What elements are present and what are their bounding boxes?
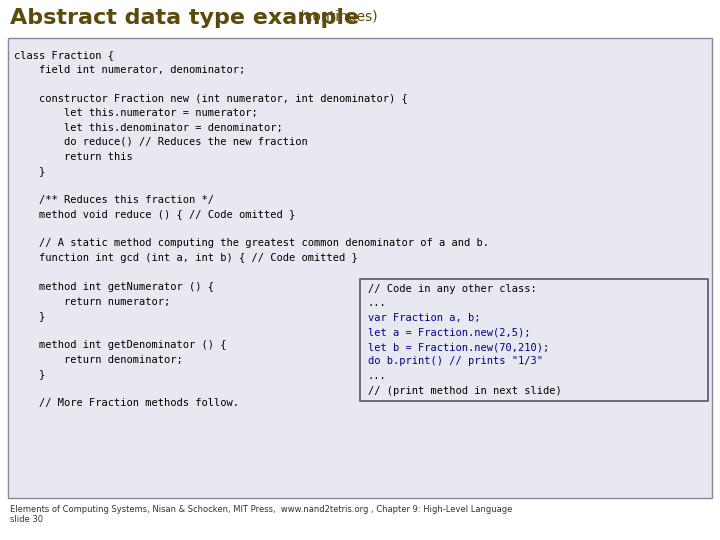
Text: }: } [14, 311, 45, 321]
Text: let this.denominator = denominator;: let this.denominator = denominator; [14, 123, 283, 132]
Text: constructor Fraction new (int numerator, int denominator) {: constructor Fraction new (int numerator,… [14, 93, 408, 104]
Text: var Fraction a, b;: var Fraction a, b; [368, 313, 480, 323]
Text: class Fraction {: class Fraction { [14, 50, 114, 60]
Bar [8, 38, 712, 498]
Text: }: } [14, 166, 45, 176]
Text: (continues): (continues) [295, 10, 377, 24]
Text: do reduce() // Reduces the new fraction: do reduce() // Reduces the new fraction [14, 137, 307, 147]
Text: }: } [14, 369, 45, 379]
Bar [360, 279, 708, 401]
Text: Abstract data type example: Abstract data type example [10, 8, 359, 28]
Text: return denominator;: return denominator; [14, 354, 183, 364]
Text: let b = Fraction.new(70,210);: let b = Fraction.new(70,210); [368, 342, 549, 352]
Text: return this: return this [14, 152, 132, 161]
Text: method int getDenominator () {: method int getDenominator () { [14, 340, 227, 350]
Text: // More Fraction methods follow.: // More Fraction methods follow. [14, 398, 239, 408]
Text: method void reduce () { // Code omitted }: method void reduce () { // Code omitted … [14, 210, 295, 219]
Text: ...: ... [368, 299, 387, 308]
Text: return numerator;: return numerator; [14, 296, 170, 307]
Text: Elements of Computing Systems, Nisan & Schocken, MIT Press,  www.nand2tetris.org: Elements of Computing Systems, Nisan & S… [10, 505, 513, 514]
Text: let this.numerator = numerator;: let this.numerator = numerator; [14, 108, 258, 118]
Text: ...: ... [368, 371, 387, 381]
Text: // A static method computing the greatest common denominator of a and b.: // A static method computing the greates… [14, 239, 489, 248]
Text: do b.print() // prints "1/3": do b.print() // prints "1/3" [368, 356, 543, 367]
Text: field int numerator, denominator;: field int numerator, denominator; [14, 64, 246, 75]
Text: method int getNumerator () {: method int getNumerator () { [14, 282, 214, 292]
Text: /** Reduces this fraction */: /** Reduces this fraction */ [14, 195, 214, 205]
Text: slide 30: slide 30 [10, 515, 43, 524]
Text: // (print method in next slide): // (print method in next slide) [368, 386, 562, 395]
Text: function int gcd (int a, int b) { // Code omitted }: function int gcd (int a, int b) { // Cod… [14, 253, 358, 263]
Text: let a = Fraction.new(2,5);: let a = Fraction.new(2,5); [368, 327, 531, 338]
Text: // Code in any other class:: // Code in any other class: [368, 284, 536, 294]
